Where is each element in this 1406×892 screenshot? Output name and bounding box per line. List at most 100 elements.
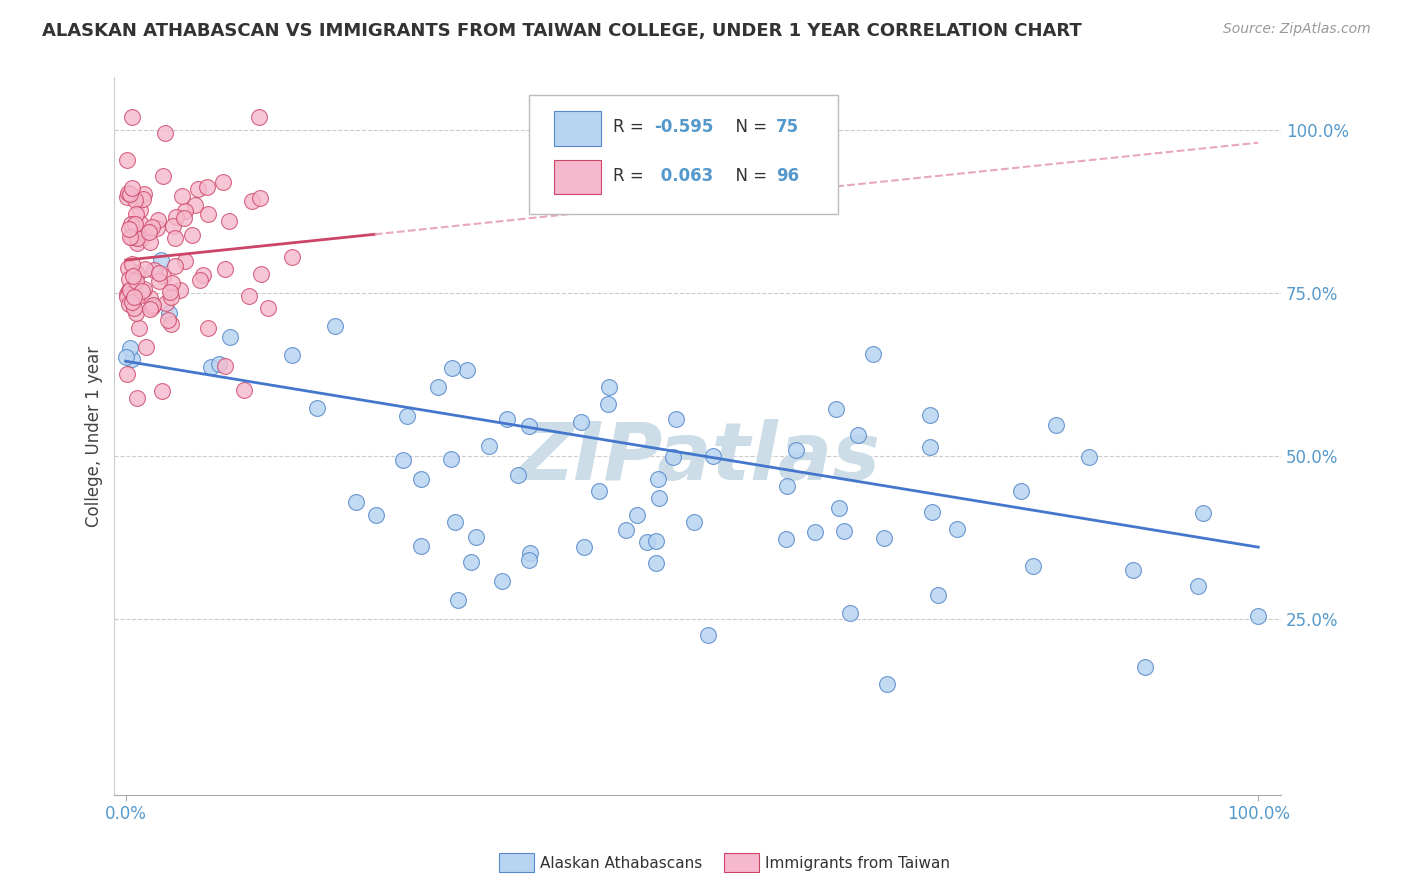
Point [121,295,143,310]
Point [150,384,173,398]
Point [121,352,143,367]
Point [146,221,169,235]
Point [122,268,145,283]
Text: Source: ZipAtlas.com: Source: ZipAtlas.com [1223,22,1371,37]
Point [519,546,541,560]
Point [596,397,619,411]
Point [195,180,218,194]
Point [115,367,138,381]
Point [232,383,254,397]
Point [152,268,174,283]
Point [117,272,139,286]
Point [169,283,191,297]
Point [148,275,170,289]
Point [447,592,470,607]
Point [160,276,183,290]
Point [197,207,219,221]
Point [139,235,162,249]
Point [187,182,209,196]
Point [496,412,519,426]
Point [122,301,145,315]
Point [846,428,869,442]
Point [1187,578,1209,592]
Point [125,207,148,221]
Point [114,350,136,364]
Point [257,301,280,315]
Point [249,110,271,124]
Point [159,285,181,299]
Point [115,153,138,168]
Point [1022,559,1045,574]
Point [218,214,240,228]
Point [174,204,197,219]
Point [775,532,797,546]
Point [637,534,659,549]
Text: R =: R = [613,118,648,136]
Point [208,357,231,371]
Point [172,188,194,202]
Point [506,467,529,482]
Point [517,419,540,434]
Text: -0.595: -0.595 [655,118,714,136]
Point [456,363,478,377]
Text: ZIPatlas: ZIPatlas [515,418,880,497]
Point [281,348,304,362]
Point [127,392,149,406]
FancyBboxPatch shape [554,160,600,194]
Point [118,296,141,310]
Point [183,198,205,212]
Point [132,282,155,296]
Point [661,450,683,464]
Text: 0.063: 0.063 [655,168,713,186]
Point [323,319,346,334]
Point [124,290,146,304]
Point [588,483,610,498]
Point [146,213,169,227]
Point [120,283,142,297]
Point [873,531,896,545]
Text: R =: R = [613,168,648,186]
Point [785,442,807,457]
Point [120,217,142,231]
Point [129,232,152,246]
Point [125,267,148,281]
Point [115,190,138,204]
Point [249,191,271,205]
Point [569,415,592,429]
Point [211,175,233,189]
Point [440,452,463,467]
Text: N =: N = [724,168,772,186]
Text: ALASKAN ATHABASCAN VS IMMIGRANTS FROM TAIWAN COLLEGE, UNDER 1 YEAR CORRELATION C: ALASKAN ATHABASCAN VS IMMIGRANTS FROM TA… [42,22,1083,40]
Point [281,250,304,264]
Point [124,193,146,207]
Point [121,110,143,124]
Point [117,186,139,200]
Point [174,253,197,268]
Point [366,508,388,522]
Point [120,341,142,355]
Point [141,219,163,234]
Point [214,359,236,373]
Point [409,539,432,553]
Point [128,203,150,218]
Point [138,225,160,239]
FancyBboxPatch shape [529,95,838,214]
Point [946,522,969,536]
Point [460,555,482,569]
Point [181,227,204,242]
Point [115,290,138,304]
Point [138,291,160,305]
Text: N =: N = [724,118,772,136]
Point [125,306,148,320]
Point [125,230,148,244]
Point [250,268,273,282]
Point [153,126,176,140]
Point [702,450,724,464]
Point [238,289,260,303]
Point [683,515,706,529]
Point [491,574,513,589]
Point [440,361,463,376]
Point [149,253,172,268]
Point [645,556,668,570]
Point [115,287,138,301]
